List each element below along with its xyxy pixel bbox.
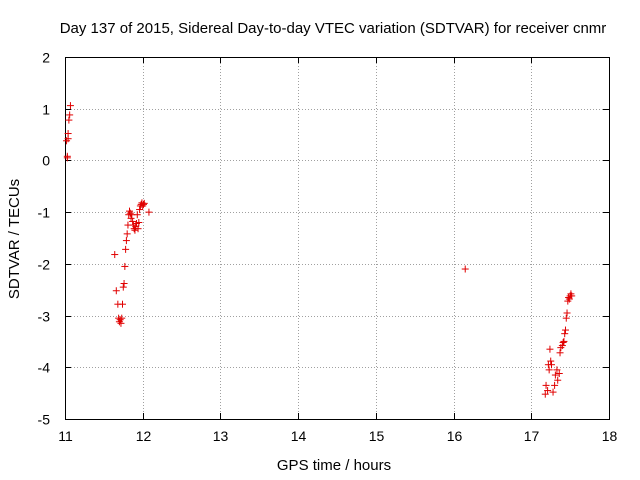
- data-point: [66, 111, 74, 119]
- data-point: [558, 342, 566, 350]
- data-point: [551, 381, 559, 389]
- data-point: [547, 361, 555, 369]
- y-axis-label: SDTVAR / TECUs: [6, 179, 23, 299]
- x-axis-label: GPS time / hours: [277, 457, 391, 474]
- data-point: [461, 265, 469, 273]
- data-point: [119, 300, 127, 308]
- data-point: [559, 338, 567, 346]
- data-point: [66, 102, 74, 110]
- data-point: [556, 349, 564, 357]
- grid-lines: [65, 57, 609, 419]
- data-point: [127, 214, 135, 222]
- data-point: [145, 208, 153, 216]
- data-point: [65, 116, 73, 124]
- data-point: [541, 390, 549, 398]
- data-point: [542, 381, 550, 389]
- data-point: [131, 226, 139, 234]
- data-point: [64, 135, 72, 143]
- chart-title: Day 137 of 2015, Sidereal Day-to-day VTE…: [60, 20, 607, 37]
- data-point: [544, 387, 552, 395]
- data-point: [123, 230, 131, 238]
- x-tick-label: 11: [58, 428, 73, 444]
- data-point: [561, 326, 569, 334]
- data-point: [546, 345, 554, 353]
- data-point: [562, 314, 570, 322]
- data-point: [118, 314, 126, 322]
- x-tick-label: 12: [136, 428, 152, 444]
- x-tick-labels: 11 12 13 14 15 16 17 18: [58, 428, 617, 444]
- x-tick-label: 13: [213, 428, 229, 444]
- x-tick-label: 18: [602, 428, 618, 444]
- data-point: [561, 330, 569, 338]
- data-point: [547, 357, 555, 365]
- data-point: [133, 211, 141, 219]
- y-tick-labels: 2 1 0 -1 -2 -3 -4 -5: [38, 50, 51, 428]
- x-tick-label: 14: [291, 428, 307, 444]
- data-point: [122, 237, 130, 245]
- data-point: [117, 319, 125, 327]
- axis-ticks: [65, 57, 610, 420]
- data-points: [63, 102, 576, 398]
- x-tick-label: 17: [524, 428, 540, 444]
- data-point: [554, 376, 562, 384]
- data-point: [111, 251, 119, 259]
- data-point: [116, 316, 124, 324]
- x-tick-label: 16: [447, 428, 463, 444]
- y-tick-label: -2: [38, 257, 51, 273]
- y-tick-label: -3: [38, 309, 51, 325]
- data-point: [560, 337, 568, 345]
- data-point: [568, 292, 576, 300]
- data-point: [549, 388, 557, 396]
- y-tick-label: 0: [42, 153, 50, 169]
- data-point: [553, 366, 561, 374]
- data-point: [555, 369, 563, 377]
- data-point: [140, 199, 148, 207]
- data-point: [119, 283, 127, 291]
- y-tick-label: -1: [38, 205, 51, 221]
- data-point: [563, 309, 571, 317]
- data-point: [121, 262, 129, 270]
- data-point: [122, 245, 130, 253]
- y-tick-label: 1: [42, 102, 50, 118]
- data-point: [139, 200, 147, 208]
- data-point: [120, 280, 128, 288]
- data-point: [565, 293, 573, 301]
- data-point: [63, 152, 71, 160]
- data-point: [136, 206, 144, 214]
- data-point: [551, 371, 559, 379]
- y-tick-label: -4: [38, 360, 51, 376]
- data-point: [134, 225, 142, 233]
- plot-frame: [65, 57, 610, 420]
- y-tick-label: -5: [38, 412, 51, 428]
- data-point: [545, 366, 553, 374]
- data-point: [129, 217, 137, 225]
- data-point: [112, 287, 120, 295]
- x-tick-label: 15: [369, 428, 385, 444]
- data-point: [126, 209, 134, 217]
- data-point: [135, 218, 143, 226]
- y-tick-label: 2: [42, 50, 50, 66]
